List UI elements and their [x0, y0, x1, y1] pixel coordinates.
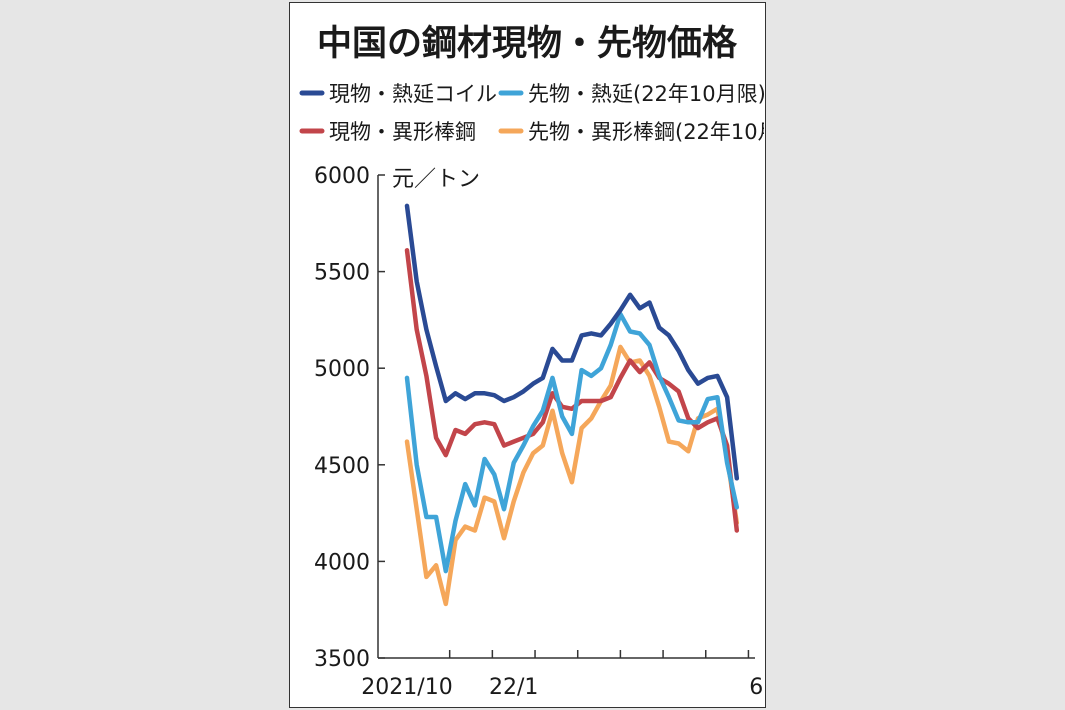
legend-label: 現物・熱延コイル [329, 82, 497, 106]
y-tick-label: 3500 [314, 647, 370, 672]
axes: 6000 5500 5000 4500 4000 3500 2021/10 22/1 6 [314, 164, 763, 700]
series-group [404, 203, 740, 607]
legend-label: 先物・熱延(22年10月限) [528, 82, 764, 106]
line-chart: 中国の鋼材現物・先物価格 現物・熱延コイル 先物・熱延(22年10月限) 現物・異形… [299, 24, 764, 700]
y-tick-label: 4000 [314, 550, 370, 575]
chart-title: 中国の鋼材現物・先物価格 [317, 24, 738, 64]
legend-label: 先物・異形棒鋼(22年10月限) [528, 120, 764, 144]
series-line [404, 203, 740, 481]
x-tick-label: 2021/10 [361, 675, 452, 700]
y-tick-label: 4500 [314, 454, 370, 479]
x-tick-label: 6 [749, 675, 763, 700]
legend-label: 現物・異形棒鋼 [329, 120, 476, 144]
x-tick-label: 22/1 [489, 675, 538, 700]
y-unit-label: 元／トン [392, 167, 480, 192]
legend: 現物・熱延コイル 先物・熱延(22年10月限) 現物・異形棒鋼 先物・異形棒鋼(22年… [299, 82, 764, 144]
chart-card: 中国の鋼材現物・先物価格 現物・熱延コイル 先物・熱延(22年10月限) 現物・異形… [289, 2, 766, 708]
y-tick-label: 5500 [314, 261, 370, 286]
series-line [404, 248, 740, 533]
y-tick-label: 5000 [314, 357, 370, 382]
series-line [404, 344, 740, 607]
series-line [404, 311, 740, 574]
y-tick-label: 6000 [314, 164, 370, 189]
